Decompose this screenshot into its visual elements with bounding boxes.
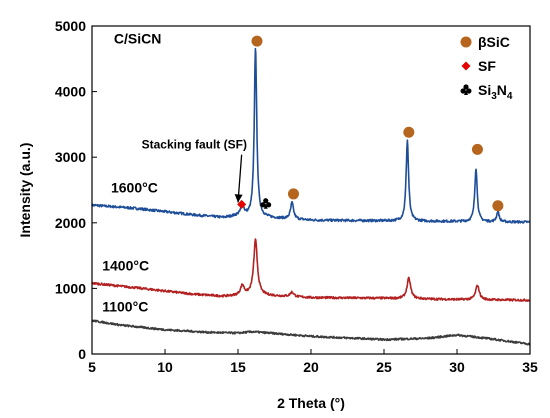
temperature-label: 1400°C [102,258,149,274]
legend-label-part: 4 [507,91,513,102]
temperature-label: 1600°C [111,180,158,196]
y-tick-label: 2000 [55,215,86,231]
legend-label-part: N [497,82,507,98]
circle-marker [251,35,263,47]
legend-label: Si3N4 [478,82,513,102]
y-tick-label: 3000 [55,149,86,165]
legend-label-part: 3 [491,91,497,102]
circle-marker [492,200,504,212]
axes: 5 10 15 20 25 30 35 0 1000 2000 3000 4000 5000 2 Thet… [17,18,538,411]
club-marker [260,198,272,209]
x-tick-label: 35 [522,359,538,375]
y-tick-label: 5000 [55,18,86,34]
circle-marker [403,126,415,138]
y-tick-label: 0 [78,346,86,362]
circle-marker [471,143,483,155]
x-tick-label: 5 [88,359,96,375]
series-line-1400C [91,238,531,302]
legend-label-part: Si [478,82,491,98]
y-tick-label: 4000 [55,84,86,100]
legend-circle-icon [460,36,472,48]
plot-area [91,35,531,346]
series-line-1100C [91,319,531,346]
legend-club-icon [460,84,472,95]
x-axis-title: 2 Theta (°) [277,395,345,411]
x-tick-label: 20 [303,359,319,375]
arrow-head-icon [234,194,243,203]
x-tick-label: 25 [376,359,392,375]
circle-marker [287,188,299,200]
chart-title: C/SiCN [114,31,161,47]
annotations: Stacking fault (SF) 1600°C 1400°C 1100°C C/S… [102,31,247,315]
diamond-marker [237,199,247,209]
x-tick-label: 10 [157,359,173,375]
stacking-fault-label: Stacking fault (SF) [142,138,247,152]
temperature-label: 1100°C [102,298,148,314]
legend-label: SF [478,58,496,74]
legend-diamond-icon [461,61,471,71]
legend: βSiC SF Si3N4 [460,34,513,102]
x-tick-label: 30 [449,359,465,375]
series-line-1600C [91,47,531,224]
legend-label: βSiC [478,34,510,50]
x-tick-label: 15 [230,359,246,375]
y-axis-title: Intensity (a.u.) [17,143,33,238]
y-tick-label: 1000 [55,280,86,296]
